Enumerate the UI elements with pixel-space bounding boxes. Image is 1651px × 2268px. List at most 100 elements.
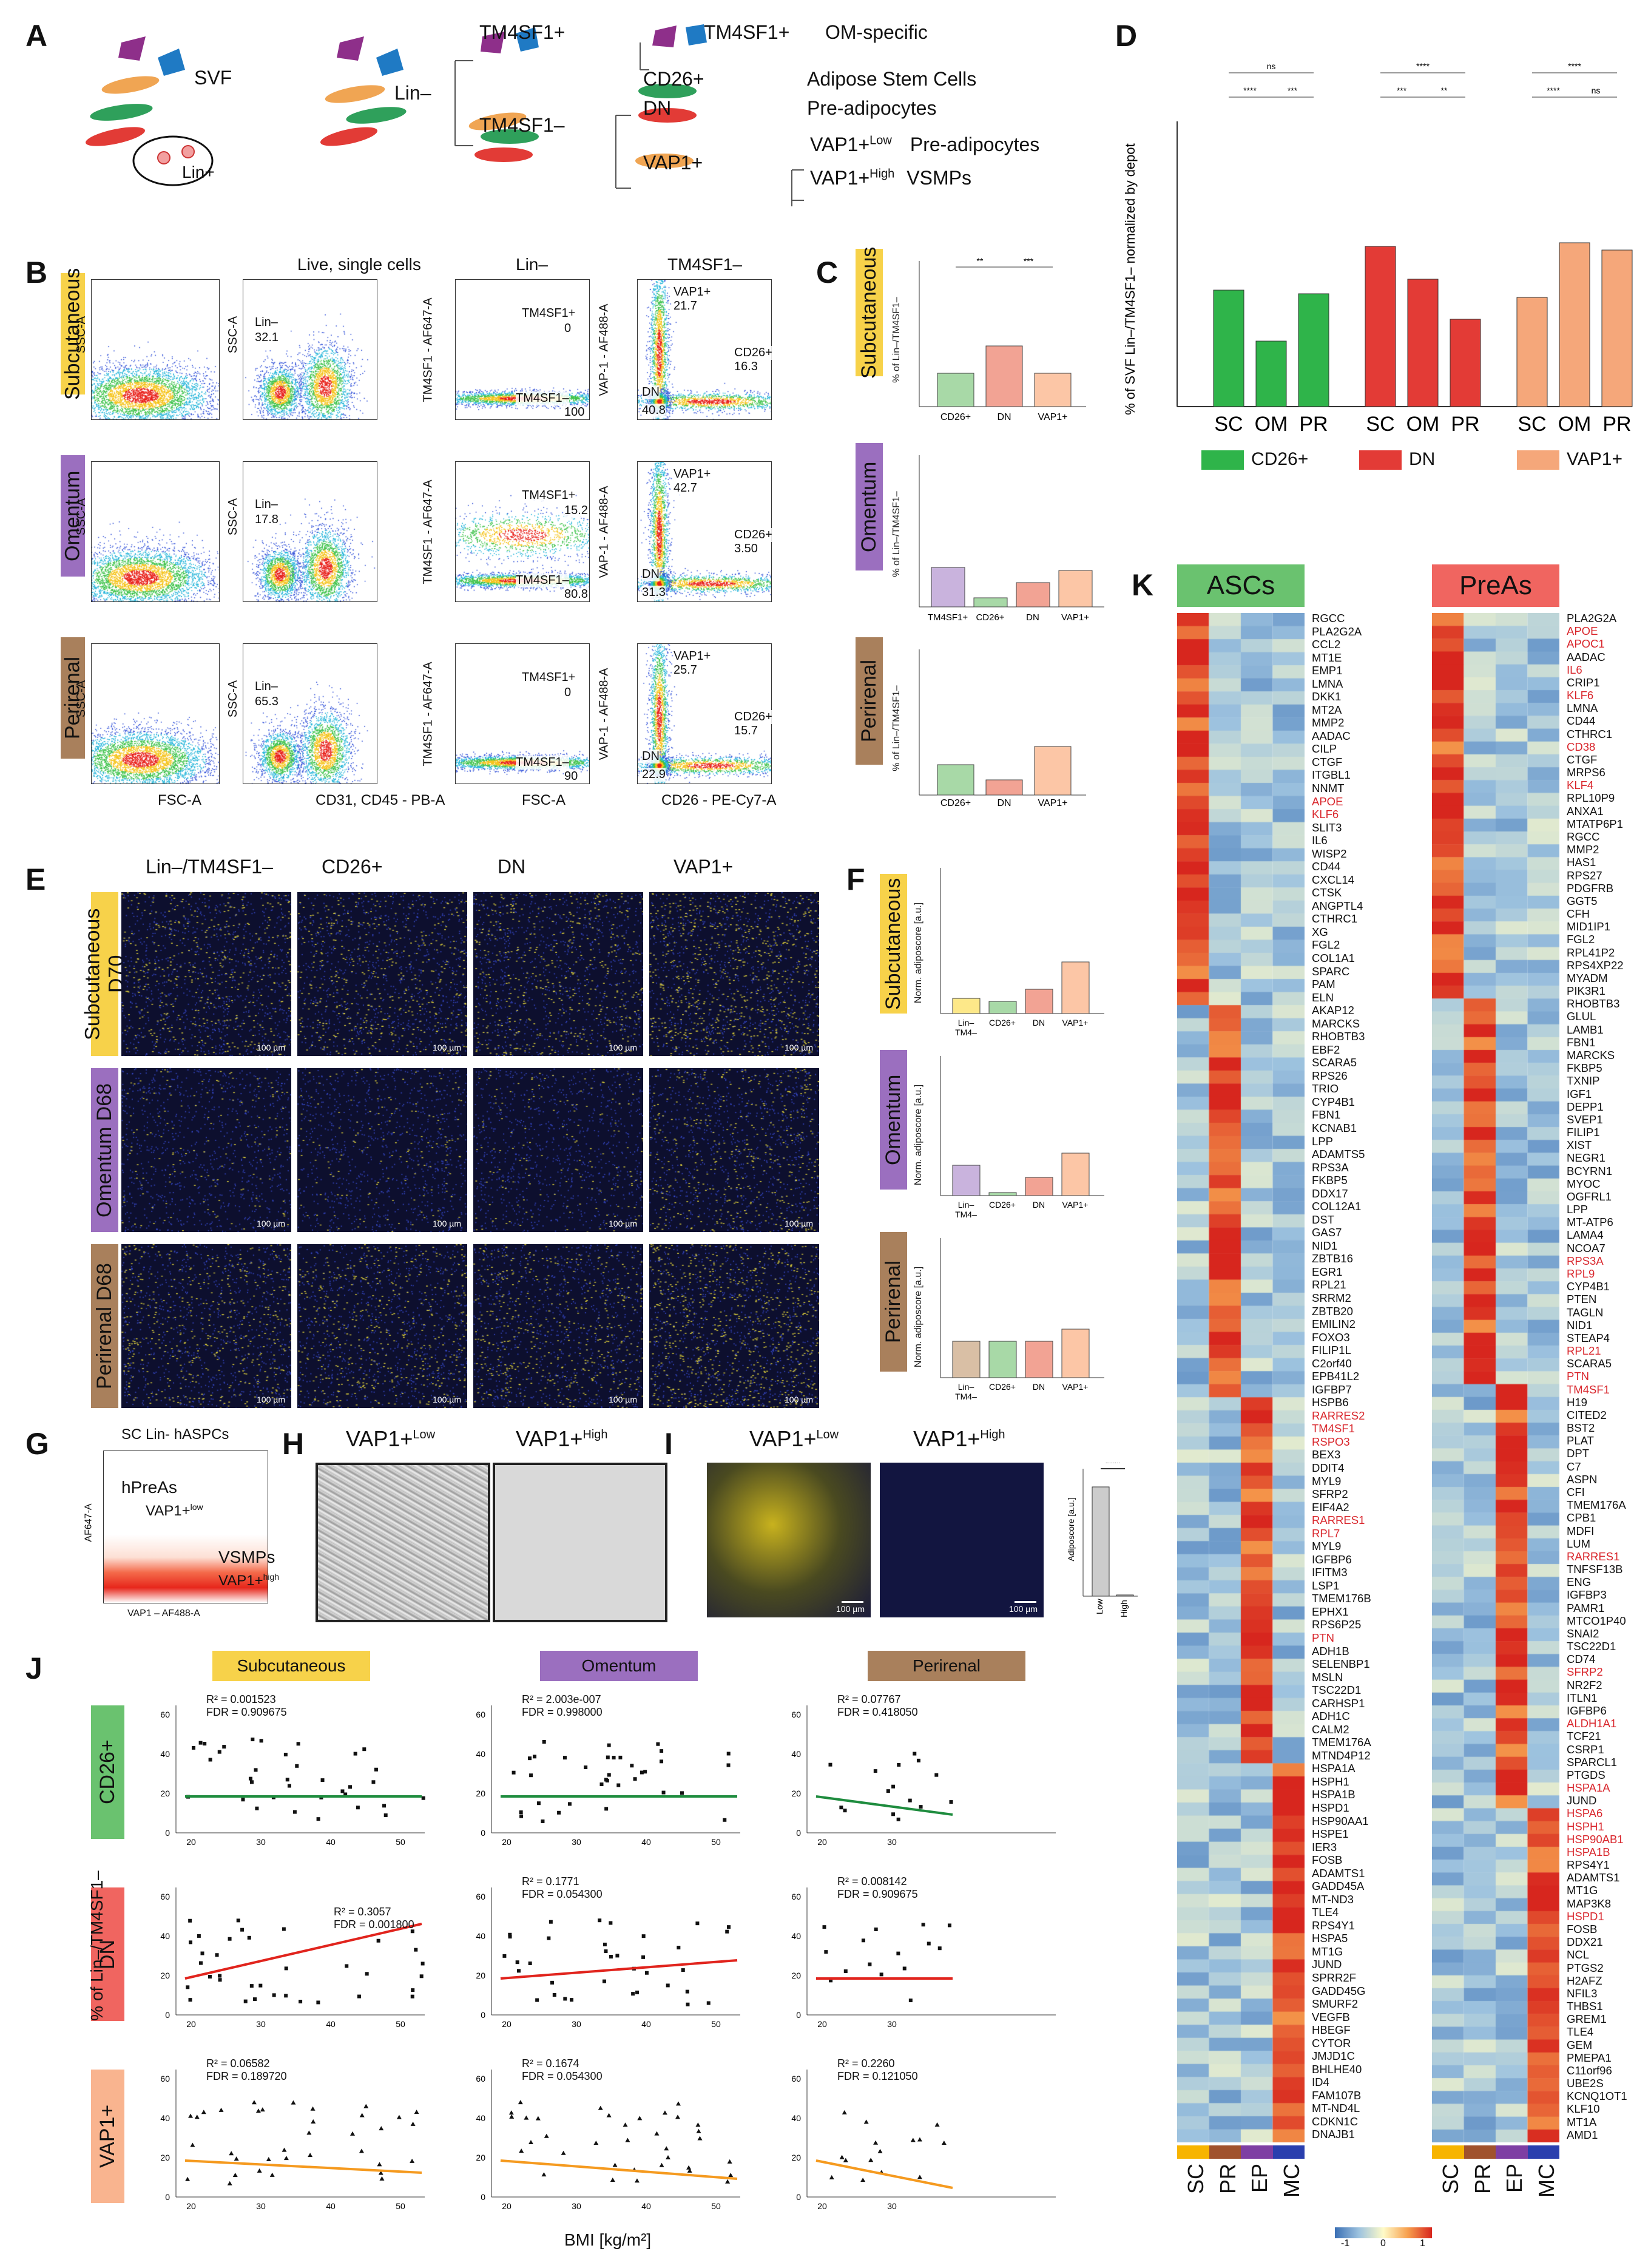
- gate-cd26-value: 15.7: [734, 724, 758, 738]
- svg-text:60: 60: [160, 1710, 170, 1719]
- gene-label: XIST: [1567, 1139, 1592, 1152]
- gene-label: MT1G: [1312, 1945, 1343, 1958]
- row-tm4: TM4SF1+ OM-specific: [704, 21, 928, 43]
- d-group-label: SC: [1214, 413, 1243, 436]
- gene-label: MT-ND3: [1312, 1892, 1354, 1906]
- gene-label: NCOA7: [1567, 1241, 1605, 1254]
- gene-label: BST2: [1567, 1421, 1595, 1435]
- panel-f: Subcutaneous Omentum Perirenal Norm. adi…: [880, 856, 1110, 1402]
- d-bar-0-0: [1213, 289, 1244, 407]
- row-cd26: CD26+ Adipose Stem Cells: [643, 68, 977, 90]
- gene-label: KLF6: [1567, 689, 1594, 702]
- flow-plot-r2-c1: [243, 643, 377, 784]
- gene-label: LMNA: [1312, 677, 1343, 690]
- gate-dn-label: DN: [642, 567, 660, 581]
- svg-text:30: 30: [572, 2201, 581, 2211]
- gene-label: PMEPA1: [1567, 2051, 1612, 2064]
- flow-yaxis-r0-c1: SSC-A: [226, 316, 240, 354]
- d-group-label: OM: [1406, 413, 1440, 436]
- gene-label: MT-ND4L: [1312, 2102, 1360, 2115]
- gene-label: BCYRN1: [1567, 1164, 1613, 1177]
- svf-cells: [86, 36, 214, 186]
- svg-text:40: 40: [641, 2019, 651, 2029]
- gene-label: COL12A1: [1312, 1200, 1362, 1213]
- gene-label: SMURF2: [1312, 1997, 1359, 2011]
- k-col-label: MC: [1278, 2164, 1304, 2198]
- gene-label: FBN1: [1312, 1108, 1341, 1122]
- gene-label: ID4: [1312, 2076, 1329, 2089]
- gene-label: KLF10: [1567, 2102, 1600, 2116]
- gene-label: MT1G: [1567, 1884, 1598, 1897]
- k-col-bar: [1496, 2145, 1528, 2159]
- gene-label: RARRES2: [1312, 1409, 1365, 1422]
- svg-text:0: 0: [481, 1828, 485, 1838]
- gate-vap-value: 42.7: [674, 481, 697, 495]
- gene-label: ASPN: [1567, 1472, 1598, 1486]
- k-asc-heatmap: [1177, 613, 1305, 2142]
- flow-yaxis-r0-c2: TM4SF1 - AF647-A: [421, 297, 435, 402]
- e-row-label: Omentum D68: [91, 1068, 118, 1232]
- gene-label: SVEP1: [1567, 1112, 1603, 1126]
- panel-c: Subcutaneous Omentum Perirenal % of Lin–…: [856, 246, 1116, 807]
- gene-label: CALM2: [1312, 1722, 1349, 1736]
- j-scatter-plot: 0 20 40 60 20 30 40 50: [476, 2070, 740, 2211]
- gene-label: ANXA1: [1567, 804, 1604, 817]
- flow-yaxis-r1-c1: SSC-A: [226, 498, 240, 536]
- gene-label: MT1A: [1567, 2115, 1597, 2128]
- gene-label: NNMT: [1312, 782, 1345, 794]
- e-micrograph: 100 µm: [121, 1244, 291, 1408]
- gene-label: CYP4B1: [1567, 1280, 1610, 1293]
- k-col-bar: [1432, 2145, 1464, 2159]
- svg-text:30: 30: [887, 2201, 897, 2211]
- e-col-header: Lin–/TM4SF1–: [146, 856, 273, 878]
- svg-text:40: 40: [160, 2113, 170, 2123]
- svg-text:60: 60: [791, 2074, 801, 2084]
- gene-label: FBN1: [1567, 1035, 1596, 1049]
- gene-label: LSP1: [1312, 1579, 1340, 1592]
- gene-label: SCARA5: [1567, 1357, 1612, 1370]
- gene-label: C7: [1567, 1460, 1581, 1473]
- gene-label: GGT5: [1567, 894, 1598, 907]
- e-micrograph: 100 µm: [121, 892, 291, 1056]
- gene-label: LPP: [1567, 1203, 1588, 1216]
- j-scatter-plot: 0 20 40 60 20 30 40 50: [160, 1705, 425, 1847]
- svg-text:****: ****: [1106, 1463, 1121, 1469]
- flow-yaxis-r1-c2: TM4SF1 - AF647-A: [421, 479, 435, 584]
- svg-text:0: 0: [796, 2192, 801, 2202]
- gene-label: AADAC: [1312, 729, 1351, 742]
- gene-label: MYL9: [1312, 1540, 1342, 1553]
- panel-letter-b: B: [25, 256, 48, 289]
- gene-label: CILP: [1312, 742, 1337, 756]
- svg-text:40: 40: [160, 1749, 170, 1759]
- gate-dn-value: 22.9: [642, 768, 666, 782]
- k-col-label: SC: [1183, 2164, 1208, 2195]
- b-col-live: Live, single cells: [297, 255, 421, 274]
- svg-text:Lin–: Lin–: [958, 1200, 974, 1210]
- d-sig-label: ****: [1416, 61, 1430, 71]
- j-scatter-plot: 0 20 40 60 20 30 40 50: [160, 2070, 425, 2211]
- gene-label: RPS27: [1567, 868, 1602, 882]
- d-bar-2-2: [1601, 249, 1633, 407]
- gene-label: FOSB: [1567, 1923, 1598, 1935]
- k-prea-heatmap: [1432, 613, 1559, 2142]
- svg-text:20: 20: [791, 1789, 801, 1798]
- svg-text:40: 40: [641, 1837, 651, 1847]
- gene-label: LAMA4: [1567, 1228, 1604, 1242]
- svg-text:40: 40: [160, 1931, 170, 1941]
- svg-text:20: 20: [160, 1971, 170, 1980]
- j-depot-header: Omentum: [540, 1651, 698, 1681]
- panel-b: Live, single cells Lin– TM4SF1– Subcutan…: [61, 255, 813, 808]
- k-col-label: PR: [1215, 2164, 1240, 2195]
- gene-label: COL1A1: [1312, 952, 1355, 964]
- gene-label: RARRES1: [1312, 1514, 1365, 1527]
- gene-label: DEPP1: [1567, 1100, 1604, 1113]
- g-hpreas: hPreAs: [121, 1478, 177, 1497]
- vap-high-label: VAP1+High VSMPs: [810, 167, 971, 189]
- gene-label: RPS4Y1: [1312, 1918, 1355, 1932]
- gene-label: AADAC: [1567, 650, 1605, 663]
- gene-label: CTHRC1: [1567, 727, 1613, 740]
- k-col-label: EP: [1247, 2164, 1272, 2193]
- gene-label: TNFSF13B: [1567, 1563, 1623, 1576]
- d-bar-0-1: [1255, 340, 1287, 407]
- d-group-label: PR: [1451, 413, 1479, 436]
